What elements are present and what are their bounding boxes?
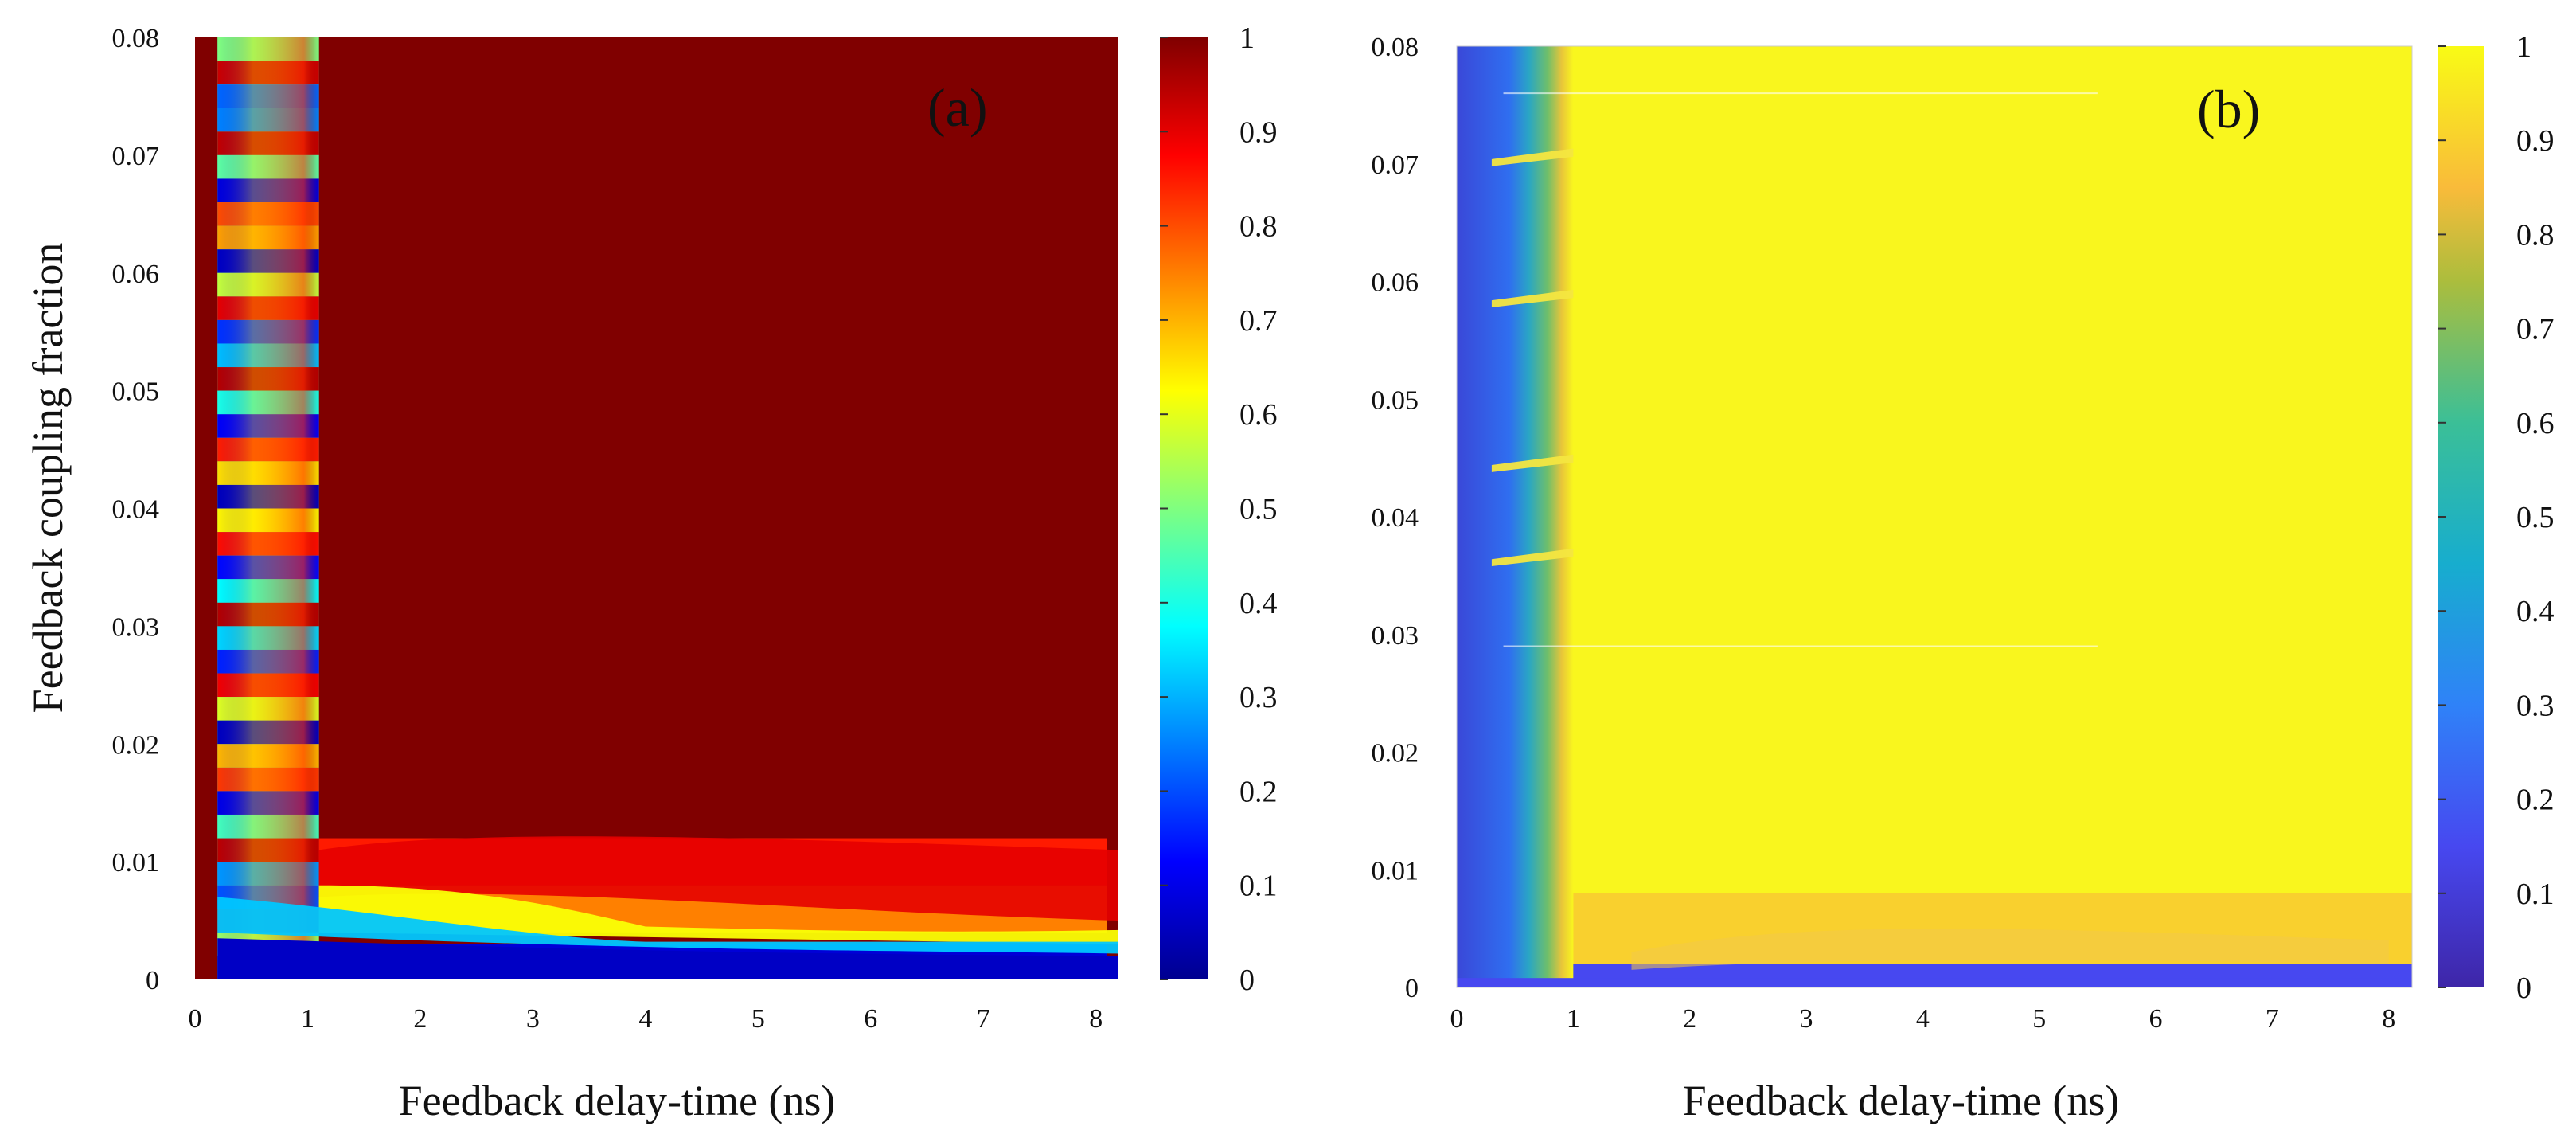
panel-b: 0 0.01 0.02 0.03 0.04 0.05 0.06 0.07 0.08 0 1 2 3 4 5… xyxy=(1372,30,2555,1124)
panel-a-y-ticks: 0 0.01 0.02 0.03 0.04 0.05 0.06 0.07 0.08 xyxy=(112,24,160,995)
colorbar-tick-label: 0.7 xyxy=(1239,304,1278,338)
y-tick-label: 0.06 xyxy=(1372,268,1419,298)
y-tick-label: 0.01 xyxy=(1372,856,1419,886)
colorbar-tick-label: 0.4 xyxy=(2516,595,2555,628)
x-tick-label: 3 xyxy=(1800,1004,1813,1034)
heatmap-bottom-edge xyxy=(1457,978,2412,987)
x-tick-label: 3 xyxy=(526,1004,540,1034)
colorbar-tick-label: 0.1 xyxy=(2516,878,2555,911)
colorbar-tick-label: 0.2 xyxy=(1239,775,1278,808)
colorbar-tick-label: 0.9 xyxy=(1239,115,1278,149)
colorbar-tick-label: 0.7 xyxy=(2516,313,2555,346)
panel-b-x-ticks: 0 1 2 3 4 5 6 7 8 xyxy=(1450,1004,2396,1034)
y-tick-label: 0.07 xyxy=(1372,151,1419,180)
colorbar-tick-label: 0 xyxy=(2516,972,2531,1005)
heatmap-streak-1 xyxy=(1491,289,1574,308)
heatmap-floor xyxy=(217,938,1118,979)
colorbar-tick-label: 0.6 xyxy=(1239,398,1278,432)
y-tick-label: 0.05 xyxy=(112,377,160,407)
colorbar-tick-label: 0.6 xyxy=(2516,407,2555,440)
colorbar-tick-label: 0.4 xyxy=(1239,587,1278,620)
y-tick-label: 0.01 xyxy=(112,848,160,878)
heatmap-streak-3 xyxy=(1491,548,1574,567)
y-tick-label: 0.04 xyxy=(112,495,160,525)
panel-a-ylabel: Feedback coupling fraction xyxy=(24,243,72,714)
colorbar-tick-label: 1 xyxy=(2516,30,2531,64)
panel-a-plot-area xyxy=(195,37,1118,979)
x-tick-label: 6 xyxy=(864,1004,877,1034)
heatmap-transition xyxy=(1457,46,1574,987)
colorbar-tick-label: 0.3 xyxy=(2516,689,2555,722)
panel-a-heatmap-cells xyxy=(217,37,1118,979)
panel-b-y-ticks: 0 0.01 0.02 0.03 0.04 0.05 0.06 0.07 0.08 xyxy=(1372,33,1419,1003)
x-tick-label: 5 xyxy=(2032,1004,2046,1034)
colorbar-tick-label: 0.1 xyxy=(1239,870,1278,903)
y-tick-label: 0.03 xyxy=(112,612,160,642)
x-tick-label: 6 xyxy=(2149,1004,2163,1034)
y-tick-label: 0.02 xyxy=(1372,739,1419,768)
y-tick-label: 0.04 xyxy=(1372,503,1419,533)
panel-b-colorbar-ticks: 0 0.1 0.2 0.3 0.4 0.5 0.6 0.7 0.8 0.9 1 xyxy=(2438,30,2555,1005)
x-tick-label: 4 xyxy=(638,1004,652,1034)
colorbar-tick-label: 0 xyxy=(1239,964,1255,997)
colorbar-tick-label: 0.9 xyxy=(2516,124,2555,158)
panel-a-tag: (a) xyxy=(927,77,987,138)
panel-b-xlabel: Feedback delay-time (ns) xyxy=(1683,1077,2120,1124)
y-tick-label: 0 xyxy=(146,966,159,995)
panel-b-plot-area xyxy=(1457,46,2412,987)
panel-b-frame xyxy=(1456,45,2413,988)
heatmap-streak-0 xyxy=(1491,148,1574,166)
y-tick-label: 0.03 xyxy=(1372,621,1419,651)
x-tick-label: 7 xyxy=(2266,1004,2279,1034)
colorbar-tick-label: 1 xyxy=(1239,22,1255,55)
y-tick-label: 0.07 xyxy=(112,142,160,171)
x-tick-label: 7 xyxy=(977,1004,990,1034)
colorbar-tick-label: 0.2 xyxy=(2516,784,2555,817)
x-tick-label: 1 xyxy=(1567,1004,1580,1034)
y-tick-label: 0.02 xyxy=(112,730,160,760)
heatmap-streak-2 xyxy=(1491,454,1574,472)
heatmap-ridge-cyan xyxy=(217,897,1118,954)
panel-a-x-ticks: 0 1 2 3 4 5 6 7 8 xyxy=(189,1004,1103,1034)
panel-b-tag: (b) xyxy=(2197,79,2260,139)
x-tick-label: 5 xyxy=(751,1004,765,1034)
y-tick-label: 0.06 xyxy=(112,260,160,289)
colorbar-tick-label: 0.8 xyxy=(1239,210,1278,244)
colorbar-tick-label: 0.5 xyxy=(1239,493,1278,526)
x-tick-label: 1 xyxy=(301,1004,314,1034)
heatmap-ridge-yellow xyxy=(318,885,1118,944)
colorbar-tick-label: 0.3 xyxy=(1239,681,1278,714)
panel-b-heatmap-cells xyxy=(1457,46,2412,987)
x-tick-label: 8 xyxy=(1089,1004,1103,1034)
heatmap-ridge-upper xyxy=(318,836,1118,921)
y-tick-label: 0 xyxy=(1405,974,1419,1003)
y-tick-label: 0.08 xyxy=(112,24,160,53)
x-tick-label: 0 xyxy=(1450,1004,1464,1034)
colorbar-tick-label: 0.8 xyxy=(2516,218,2555,252)
panel-a: 0 0.01 0.02 0.03 0.04 0.05 0.06 0.07 0.08 0 1 2 3 4 5… xyxy=(24,22,1278,1124)
colorbar-tick-label: 0.5 xyxy=(2516,501,2555,534)
x-tick-label: 0 xyxy=(189,1004,202,1034)
x-tick-label: 2 xyxy=(413,1004,427,1034)
x-tick-label: 2 xyxy=(1683,1004,1696,1034)
x-tick-label: 4 xyxy=(1916,1004,1930,1034)
panel-a-xlabel: Feedback delay-time (ns) xyxy=(399,1077,836,1124)
heatmap-haze xyxy=(1631,929,2389,970)
y-tick-label: 0.05 xyxy=(1372,385,1419,415)
y-tick-label: 0.08 xyxy=(1372,33,1419,62)
x-tick-label: 8 xyxy=(2382,1004,2395,1034)
heatmap-band-overlay xyxy=(217,37,319,979)
panel-a-colorbar-ticks: 0 0.1 0.2 0.3 0.4 0.5 0.6 0.7 0.8 0.9 1 xyxy=(1160,22,1278,997)
